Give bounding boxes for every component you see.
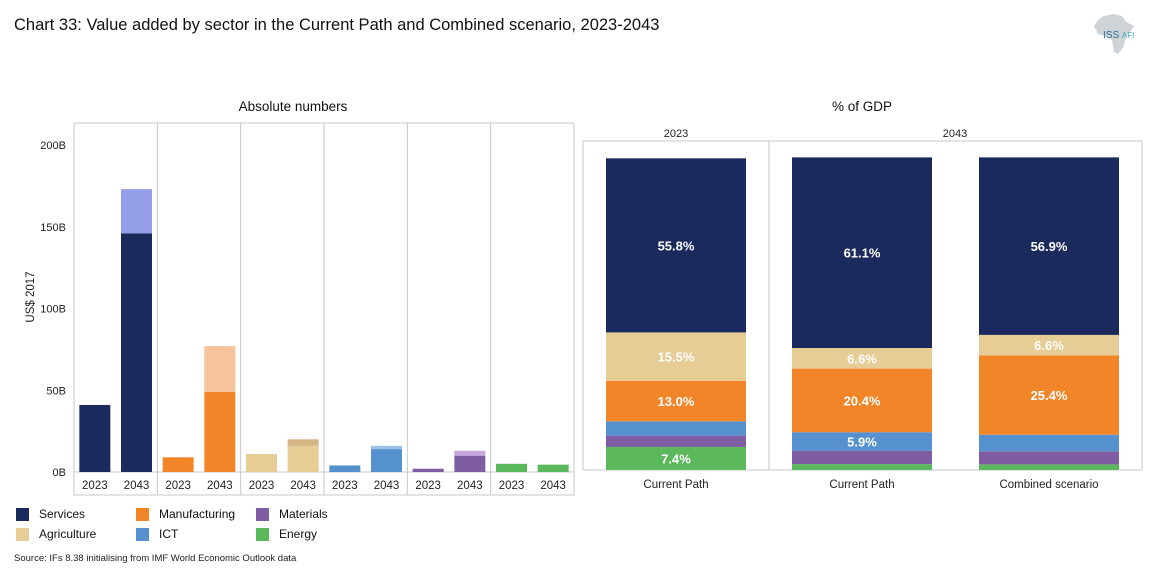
x-category-label: Current Path	[643, 479, 708, 491]
stack-segment-ict	[792, 432, 932, 451]
y-tick-label: 150B	[40, 222, 66, 234]
stack-segment-materials	[606, 435, 746, 447]
legend-label: Services	[39, 507, 86, 521]
bar-services-2023	[79, 404, 111, 472]
legend-label: Materials	[279, 507, 328, 521]
stack-segment-agriculture	[979, 334, 1119, 356]
bar-ict-2043	[371, 449, 402, 472]
segment-label: 5.9%	[847, 434, 877, 449]
stack-segment-materials	[792, 450, 932, 465]
stack-segment-services	[792, 157, 932, 349]
x-tick-label: 2023	[415, 480, 441, 492]
stack-segment-energy	[606, 446, 746, 470]
legend-swatch	[256, 507, 269, 521]
segment-label: 25.4%	[1031, 388, 1068, 403]
x-tick-label: 2023	[499, 480, 525, 492]
x-tick-label: 2043	[374, 480, 400, 492]
y-tick-label: 0B	[53, 467, 66, 479]
stack-segment-agriculture	[606, 332, 746, 381]
bar-ict-2023	[329, 465, 361, 472]
legend-swatch	[256, 527, 269, 541]
bar-energy-2023	[496, 463, 527, 472]
bar-materials-2023	[412, 468, 444, 472]
africa-map-icon	[1094, 14, 1134, 54]
legend-label: Energy	[279, 527, 318, 541]
x-tick-label: 2023	[82, 480, 108, 492]
y-tick-label: 50B	[46, 385, 66, 397]
year-header-2023: 2023	[664, 128, 688, 140]
bar-manufacturing-2023	[162, 457, 194, 472]
x-tick-label: 2023	[249, 480, 275, 492]
legend-item-manufacturing: Manufacturing	[136, 507, 235, 521]
legend-swatch	[16, 507, 29, 521]
segment-label: 6.6%	[847, 351, 877, 366]
stack-segment-materials	[979, 451, 1119, 465]
y-tick-label: 200B	[40, 140, 66, 152]
x-tick-label: 2023	[165, 480, 191, 492]
segment-label: 6.6%	[1034, 338, 1064, 353]
legend-item-services: Services	[16, 507, 85, 521]
bar-materials-2043	[454, 455, 486, 472]
legend-swatch	[136, 527, 149, 541]
stack-segment-energy	[979, 464, 1119, 470]
bar-agriculture-2043	[287, 445, 319, 472]
legend-item-energy: Energy	[256, 527, 317, 541]
year-header-2043: 2043	[943, 128, 967, 140]
x-category-label: Current Path	[829, 479, 894, 491]
bar-extra-manufacturing-2043	[204, 346, 236, 392]
segment-label: 61.1%	[844, 246, 881, 261]
stack-segment-services	[606, 158, 746, 333]
x-tick-label: 2043	[207, 480, 233, 492]
logo-sub: AFI	[1121, 31, 1135, 40]
bar-services-2043	[121, 233, 152, 472]
y-tick-label: 100B	[40, 304, 66, 316]
stack-segment-manufacturing	[792, 368, 932, 433]
stack-segment-manufacturing	[979, 355, 1119, 435]
right-panel-title: % of GDP	[831, 99, 893, 114]
y-axis-label: US$ 2017	[25, 271, 37, 322]
legend-item-agriculture: Agriculture	[16, 527, 96, 541]
x-tick-label: 2043	[124, 480, 150, 492]
x-tick-label: 2043	[540, 480, 566, 492]
segment-label: 55.8%	[658, 238, 695, 253]
stack-segment-services	[979, 157, 1119, 335]
left-panel-title: Absolute numbers	[238, 99, 348, 114]
segment-label: 7.4%	[661, 451, 691, 466]
bar-agriculture-2023	[246, 454, 277, 472]
logo-text: ISS AFI	[1103, 30, 1134, 41]
bar-extra-ict-2043	[371, 445, 402, 450]
segment-label: 20.4%	[844, 393, 881, 408]
segment-label: 15.5%	[658, 350, 695, 365]
bar-manufacturing-2043	[204, 391, 236, 472]
x-tick-label: 2023	[332, 480, 358, 492]
x-category-label: Combined scenario	[999, 479, 1098, 491]
bar-energy-2043	[537, 464, 569, 472]
source-note: Source: IFs 8.38 initialising from IMF W…	[14, 553, 297, 564]
chart-title: Chart 33: Value added by sector in the C…	[14, 16, 660, 34]
bar-extra-services-2043	[121, 189, 152, 234]
legend-item-ict: ICT	[136, 527, 178, 541]
legend-swatch	[16, 527, 29, 541]
legend-swatch	[136, 507, 149, 521]
legend-label: Manufacturing	[159, 507, 236, 521]
bar-extra-materials-2043	[454, 450, 486, 456]
stack-segment-ict	[979, 434, 1119, 452]
segment-label: 56.9%	[1031, 239, 1068, 254]
legend-label: Agriculture	[39, 527, 97, 541]
legend-label: ICT	[159, 527, 179, 541]
legend-item-materials: Materials	[256, 507, 328, 521]
stack-segment-energy	[792, 464, 932, 470]
segment-label: 13.0%	[658, 394, 695, 409]
stack-segment-ict	[606, 421, 746, 436]
x-tick-label: 2043	[457, 480, 483, 492]
bar-extra-agriculture-2043	[287, 439, 319, 446]
logo-main: ISS	[1103, 30, 1120, 41]
stack-segment-manufacturing	[606, 380, 746, 422]
x-tick-label: 2043	[290, 480, 316, 492]
stack-segment-agriculture	[792, 348, 932, 369]
